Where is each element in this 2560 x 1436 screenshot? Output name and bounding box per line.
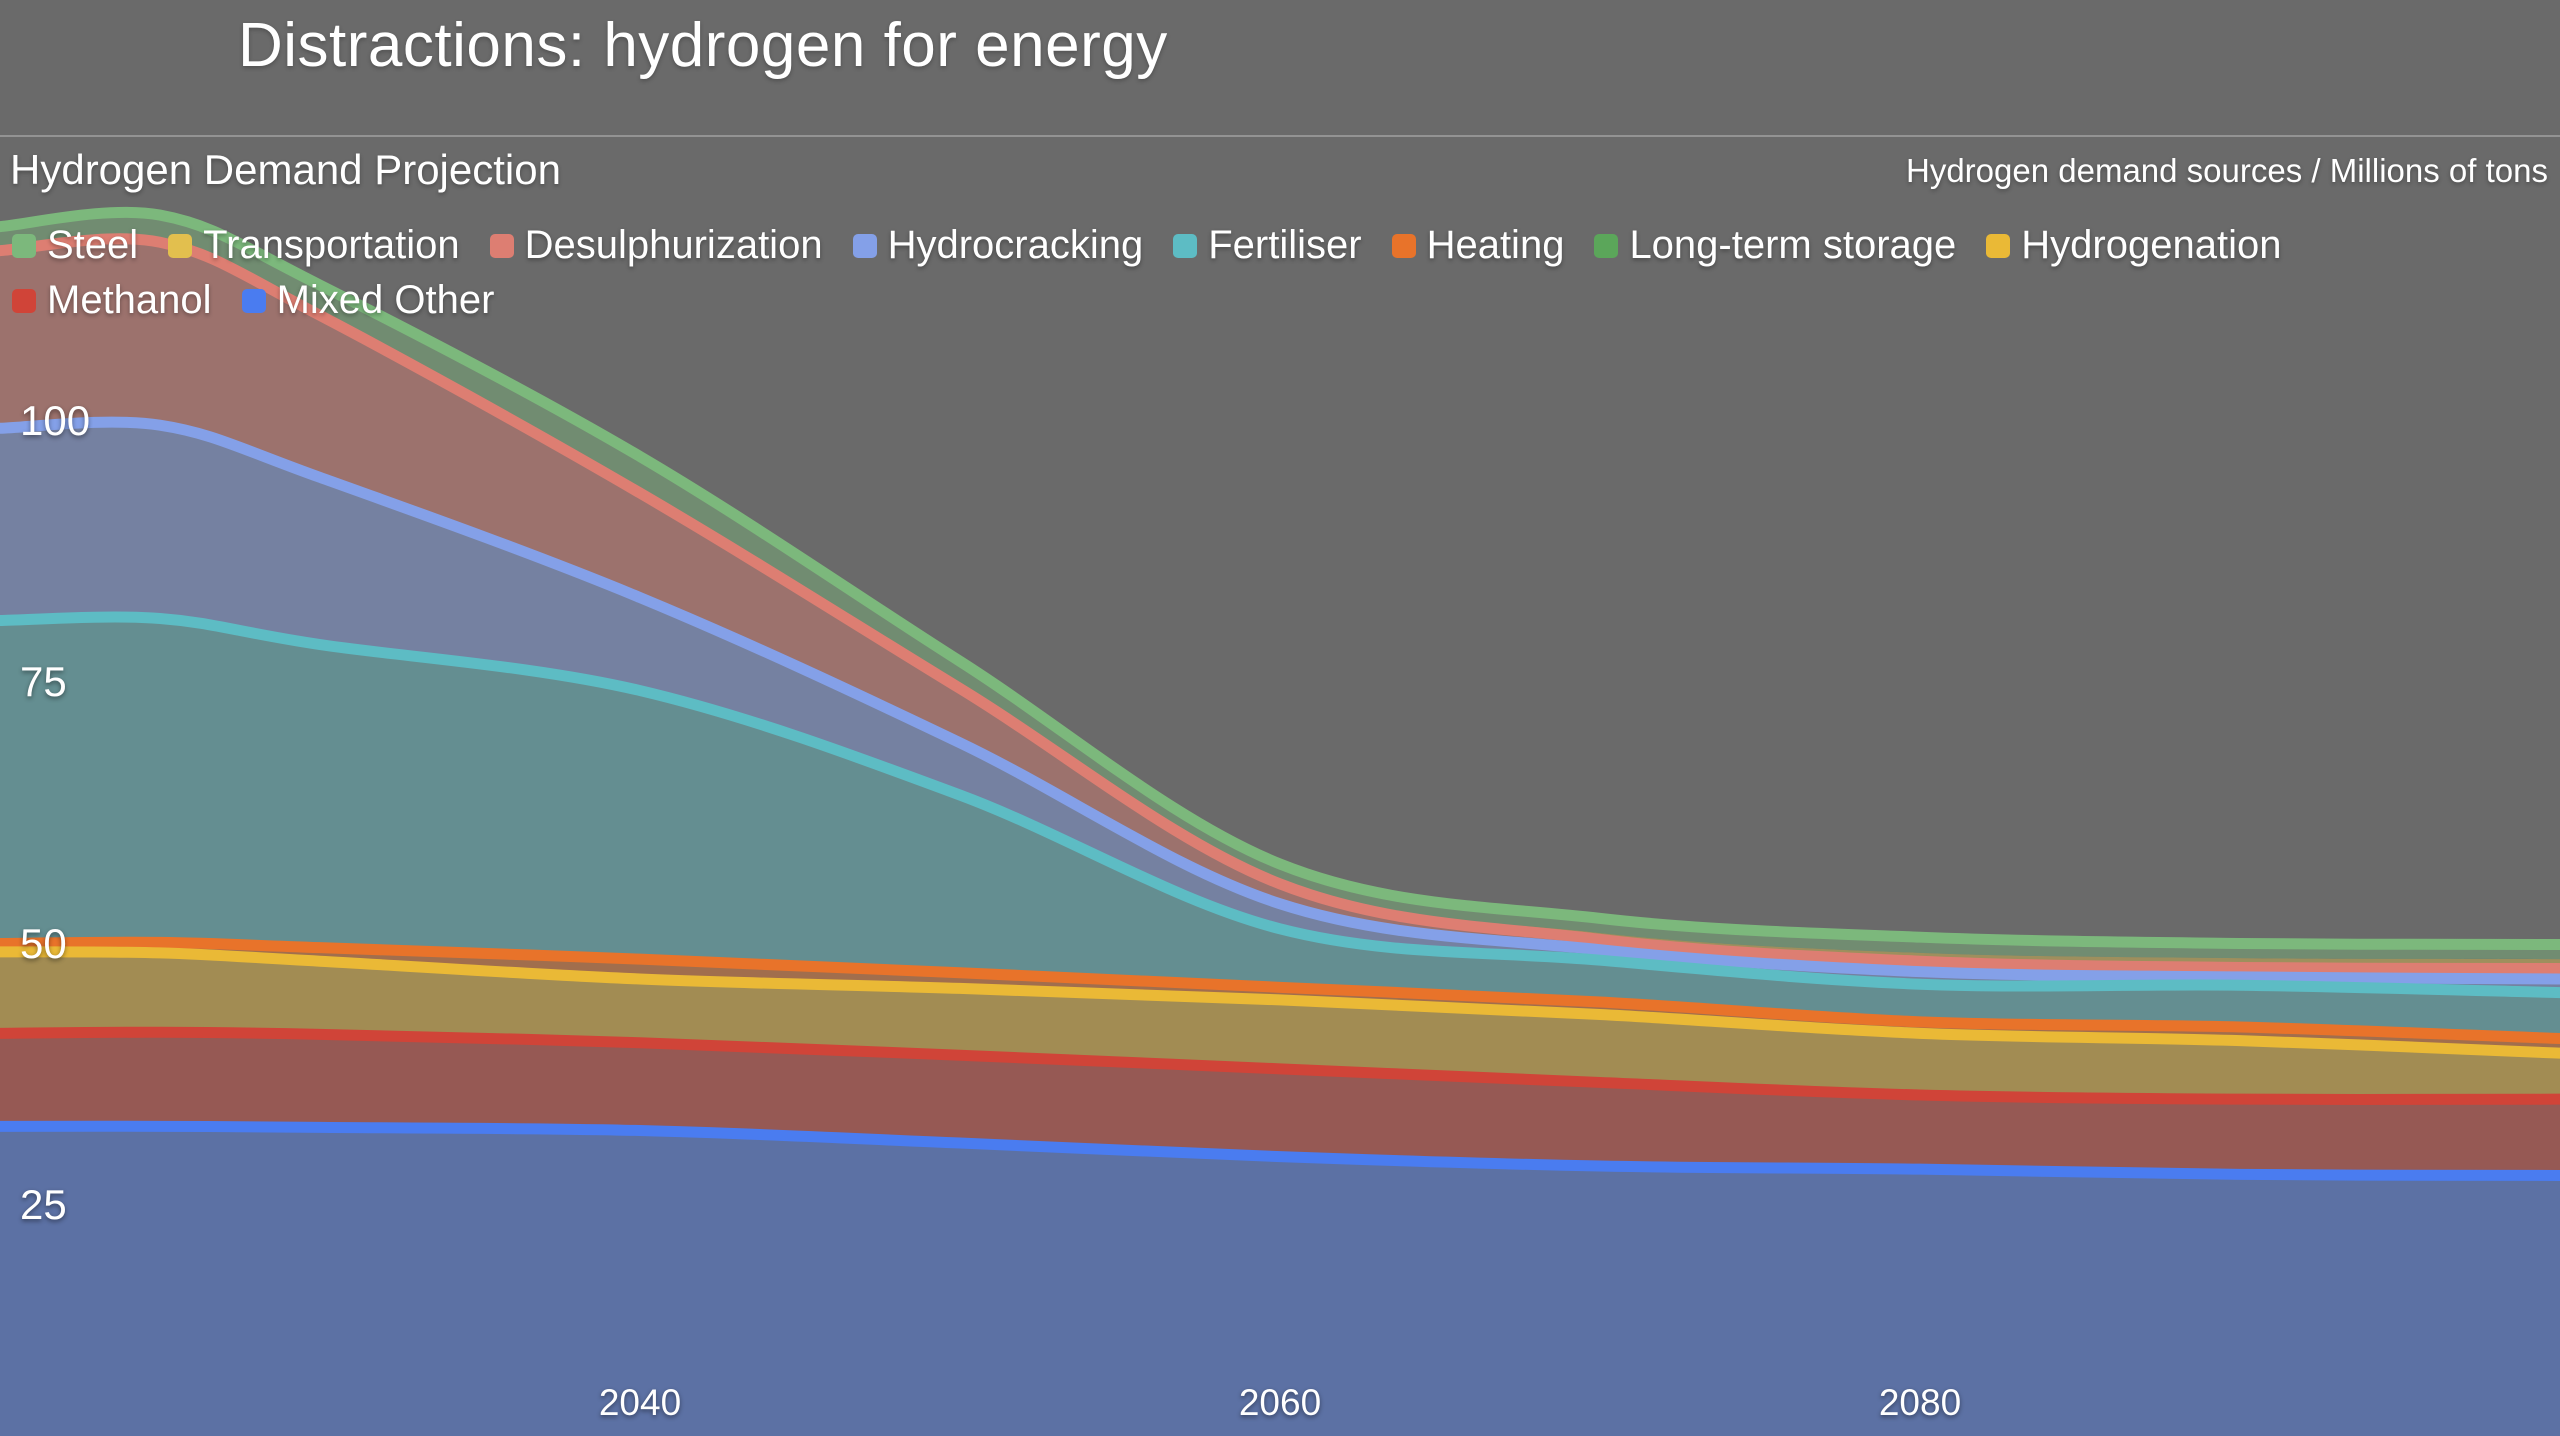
units-label: Hydrogen demand sources / Millions of to… — [1906, 152, 2548, 189]
header-divider — [0, 135, 2560, 137]
legend-label: Transportation — [203, 223, 460, 267]
legend-label: Steel — [47, 223, 139, 267]
legend-item-hydrocracking[interactable]: Hydrocracking — [852, 222, 1144, 269]
legend-item-fertiliser[interactable]: Fertiliser — [1173, 222, 1362, 269]
legend-item-hydrogenation[interactable]: Hydrogenation — [1986, 222, 2281, 269]
x-tick-2040: 2040 — [598, 1382, 682, 1423]
legend-label: Fertiliser — [1208, 223, 1362, 267]
line-desulphurization — [0, 233, 2560, 975]
x-tick-2080: 2080 — [1878, 1382, 1962, 1423]
legend-label: Long-term storage — [1629, 223, 1957, 267]
legend-swatch-icon — [852, 233, 877, 258]
line-fertiliser — [0, 611, 2560, 999]
line-hydrocracking — [0, 416, 2560, 985]
area-hydrocracking — [0, 422, 2560, 993]
chart-legend: Steel Transportation Desulphurization Hydro… — [12, 222, 2552, 324]
line-heating — [0, 936, 2560, 1045]
legend-label: Desulphurization — [524, 223, 823, 267]
area-desulphurization — [0, 238, 2560, 979]
legend-swatch-icon — [168, 233, 193, 258]
legend-item-methanol[interactable]: Methanol — [12, 277, 212, 324]
legend-swatch-icon — [1173, 233, 1198, 258]
legend-swatch-icon — [241, 288, 266, 313]
chart-title: Hydrogen Demand Projection — [10, 146, 561, 193]
legend-item-transportation[interactable]: Transportation — [168, 222, 460, 269]
line-hydrogenation — [0, 946, 2560, 1059]
legend-swatch-icon — [489, 233, 514, 258]
x-tick-2060: 2060 — [1238, 1382, 1322, 1423]
line-methanol — [0, 1026, 2560, 1105]
area-fertiliser — [0, 617, 2560, 1039]
y-tick-25: 25 — [20, 1180, 67, 1228]
y-tick-75: 75 — [20, 658, 67, 706]
area-methanol — [0, 1032, 2560, 1176]
legend-label: Heating — [1426, 223, 1565, 267]
page-title: Distractions: hydrogen for energy — [238, 11, 1168, 80]
area-hydrogenation — [0, 951, 2560, 1100]
legend-label: Mixed Other — [276, 278, 495, 323]
area-mixed-other — [0, 1126, 2560, 1436]
legend-label: Hydrocracking — [887, 223, 1144, 267]
legend-swatch-icon — [1391, 233, 1416, 258]
legend-item-desulphurization[interactable]: Desulphurization — [489, 222, 823, 269]
legend-item-long-term-storage[interactable]: Long-term storage — [1594, 222, 1956, 269]
legend-label: Hydrogenation — [2021, 223, 2282, 267]
legend-item-mixed-other[interactable]: Mixed Other — [241, 277, 495, 324]
line-steel — [0, 206, 2560, 950]
legend-swatch-icon — [1986, 233, 2011, 258]
legend-swatch-icon — [1594, 233, 1619, 258]
y-tick-50: 50 — [20, 919, 67, 967]
legend-item-heating[interactable]: Heating — [1391, 222, 1565, 269]
legend-item-steel[interactable]: Steel — [12, 222, 138, 269]
legend-label: Methanol — [47, 278, 212, 323]
legend-swatch-icon — [12, 288, 36, 313]
line-mixed-other — [0, 1120, 2560, 1181]
y-tick-100: 100 — [20, 397, 91, 445]
legend-swatch-icon — [12, 233, 36, 258]
